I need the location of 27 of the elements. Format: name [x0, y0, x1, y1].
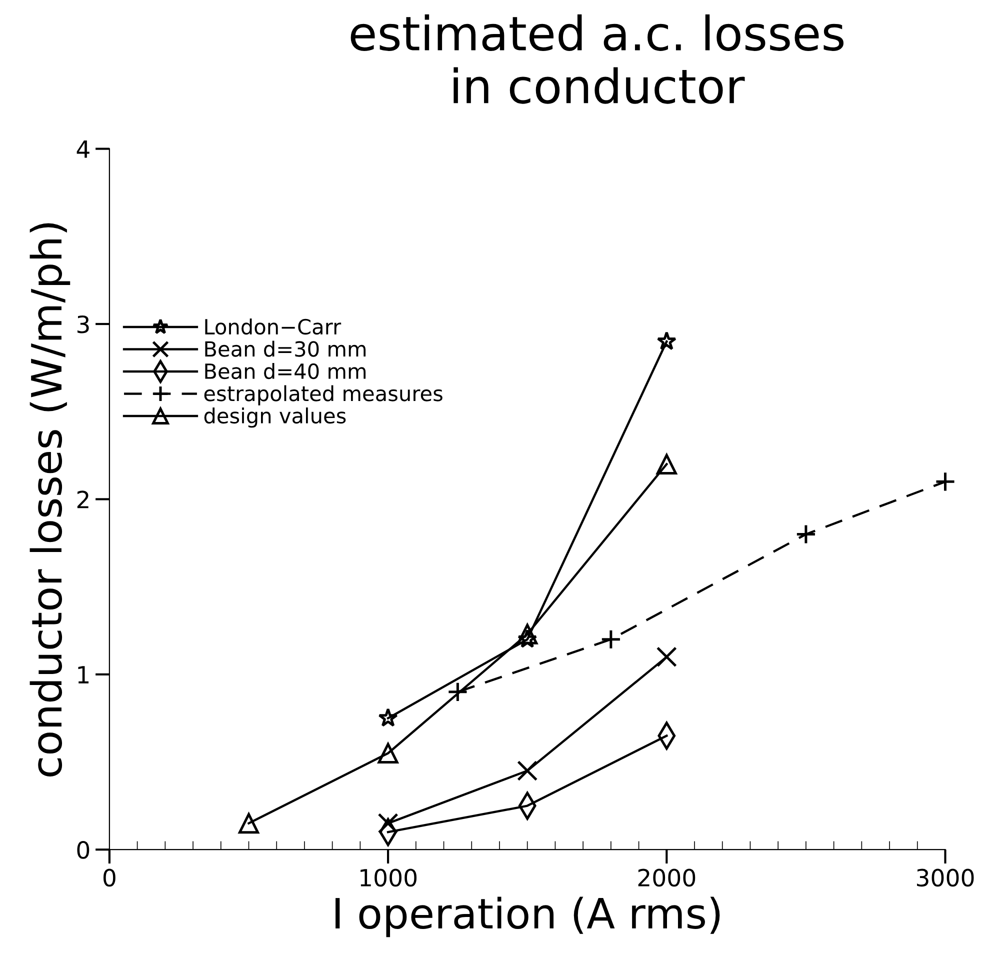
x-tick-label: 3000 — [917, 868, 974, 887]
point — [656, 331, 676, 350]
y-tick-label: 4 — [76, 140, 90, 158]
point — [378, 708, 398, 727]
point — [656, 454, 677, 474]
point — [378, 742, 398, 764]
point — [518, 629, 538, 648]
legend-label: estrapolated measures — [204, 385, 442, 406]
x-tick-label: 0 — [103, 868, 116, 887]
legend-label: Bean d=40 mm — [205, 362, 366, 380]
legend-label: design values — [204, 407, 346, 428]
point — [600, 629, 622, 650]
y-tick-label: 0 — [77, 841, 90, 859]
chart-title: estimated a.c. losses in conductor — [350, 14, 844, 104]
point — [238, 813, 260, 834]
x-axis-title: I operation (A rms) — [336, 896, 720, 938]
y-tick-label: 2 — [77, 490, 88, 508]
y-tick-label: 3 — [77, 315, 89, 334]
legend-label: Bean d=30 mm — [205, 340, 366, 357]
x-tick-label: 1000 — [360, 868, 417, 887]
point — [517, 624, 538, 644]
x-tick-label: 2000 — [638, 868, 696, 887]
y-axis-title: conductor losses (W/m/ph) — [30, 223, 70, 776]
point — [656, 646, 677, 668]
y-tick-label: 1 — [78, 666, 89, 684]
point — [517, 760, 538, 782]
legend-label: London−Carr — [205, 318, 342, 335]
